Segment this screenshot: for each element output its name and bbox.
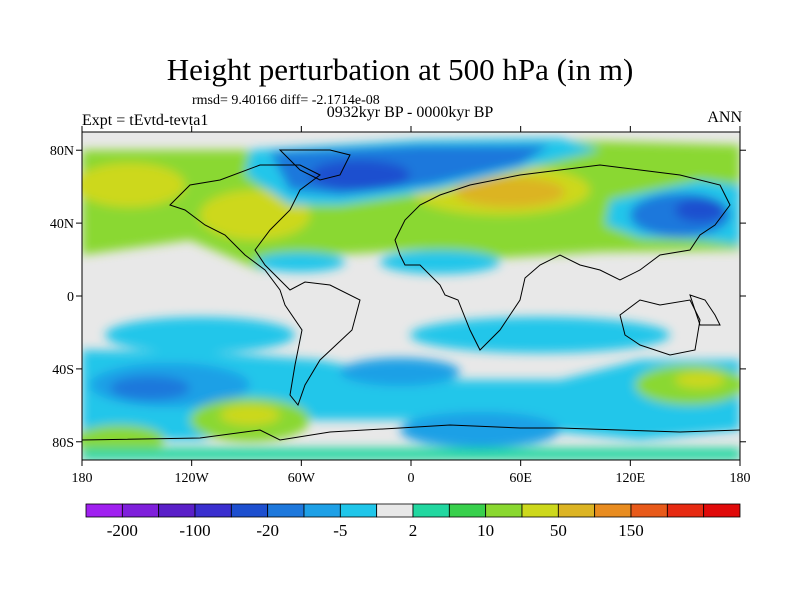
coastlines xyxy=(82,149,740,441)
colorbar-label: -20 xyxy=(256,521,279,540)
colorbar-swatch xyxy=(594,503,632,518)
colorbar-swatch xyxy=(630,503,668,518)
lon-tick-label: 180 xyxy=(730,471,751,486)
colorbar-swatch xyxy=(339,503,378,518)
latitude-axis: 80N 40N 0 40S 80S xyxy=(50,144,746,451)
lon-tick-label: 120W xyxy=(175,471,210,486)
experiment-label: Expt = tEvtd-tevta1 xyxy=(82,112,209,129)
colorbar-swatch xyxy=(85,503,123,518)
colorbar-swatch xyxy=(158,503,196,518)
period-label: 0932kyr BP - 0000kyr BP xyxy=(326,104,494,121)
longitude-axis: 180 120W 60W 0 60E 120E 180 xyxy=(72,126,751,486)
lon-tick-label: 120E xyxy=(616,471,646,486)
lon-tick-label: 180 xyxy=(72,471,93,486)
colorbar-swatch xyxy=(666,503,705,518)
colorbar-swatch xyxy=(485,503,523,518)
colorbar-swatch xyxy=(121,503,160,518)
lat-tick-label: 40N xyxy=(50,217,74,232)
lon-tick-label: 60W xyxy=(288,471,316,486)
colorbar-label: -100 xyxy=(179,521,210,540)
colorbar-label: 50 xyxy=(550,521,567,540)
colorbar-label: 150 xyxy=(618,521,644,540)
colorbar-swatch xyxy=(267,503,305,518)
stats-label: rmsd= 9.40166 diff= -2.1714e-08 xyxy=(192,93,380,108)
lon-tick-label: 60E xyxy=(509,471,532,486)
lat-tick-label: 0 xyxy=(67,290,74,305)
colorbar-swatch xyxy=(230,503,269,518)
colorbar-swatch xyxy=(303,503,341,518)
colorbar: -200 -100 -20 -5 2 10 50 150 xyxy=(85,503,741,540)
colorbar-swatch xyxy=(448,503,487,518)
lat-tick-label: 80S xyxy=(52,436,74,451)
colorbar-swatch xyxy=(376,503,414,518)
colorbar-label: -5 xyxy=(333,521,347,540)
height-perturbation-field xyxy=(82,132,740,460)
colorbar-swatch xyxy=(703,503,741,518)
lat-tick-label: 80N xyxy=(50,144,74,159)
colorbar-label: 10 xyxy=(477,521,494,540)
colorbar-label: -200 xyxy=(107,521,138,540)
colorbar-swatch xyxy=(557,503,596,518)
plot-title: Height perturbation at 500 hPa (in m) xyxy=(166,52,634,87)
colorbar-swatch xyxy=(194,503,232,518)
colorbar-swatch xyxy=(412,503,450,518)
colorbar-swatch xyxy=(521,503,559,518)
season-label: ANN xyxy=(707,109,742,126)
lat-tick-label: 40S xyxy=(52,363,74,378)
colorbar-label: 2 xyxy=(409,521,418,540)
lon-tick-label: 0 xyxy=(408,471,415,486)
